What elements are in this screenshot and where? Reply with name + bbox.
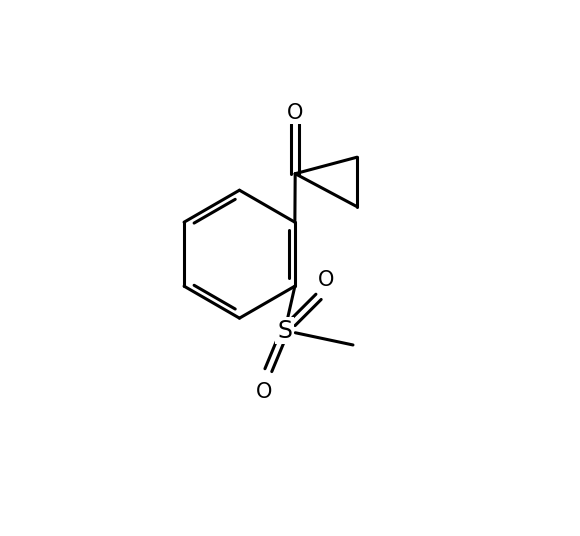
Text: O: O	[318, 270, 334, 290]
Text: S: S	[277, 318, 292, 343]
Text: O: O	[256, 382, 273, 401]
Text: O: O	[287, 102, 303, 123]
